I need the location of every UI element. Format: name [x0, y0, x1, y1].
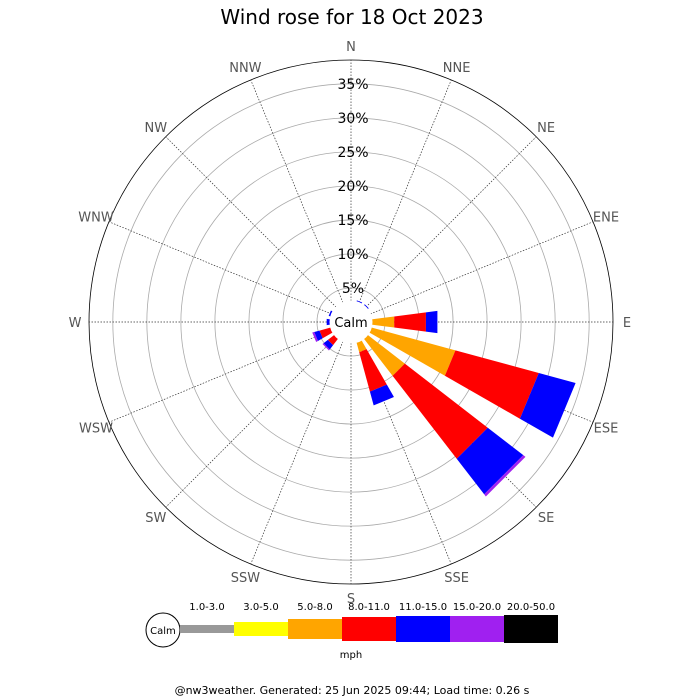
- petal-SW-15.0-20.0: [322, 343, 330, 351]
- petal-ESE-8.0-11.0: [444, 350, 539, 419]
- direction-label-S: S: [347, 592, 355, 607]
- petal-ESE-5.0-8.0: [363, 325, 456, 376]
- grid-spoke: [350, 221, 594, 323]
- legend-label-3.0-5.0: 3.0-5.0: [243, 602, 278, 613]
- ring-label: 30%: [337, 111, 368, 127]
- direction-label-NNW: NNW: [229, 61, 261, 76]
- petal-WSW-15.0-20.0: [312, 331, 318, 342]
- legend-swatch-8.0-11.0: [342, 617, 396, 641]
- direction-label-NNE: NNE: [443, 61, 471, 76]
- direction-label-SE: SE: [538, 511, 554, 526]
- ring-label: 20%: [337, 179, 368, 195]
- legend-label-8.0-11.0: 8.0-11.0: [348, 602, 390, 613]
- petal-WSW-11.0-15.0: [314, 330, 323, 341]
- petal-E-5.0-8.0: [365, 316, 395, 328]
- direction-label-NW: NW: [145, 121, 168, 136]
- footer-text: @nw3weather. Generated: 25 Jun 2025 09:4…: [175, 684, 530, 697]
- petal-ESE-11.0-15.0: [519, 373, 576, 438]
- legend-swatch-3.0-5.0: [234, 622, 288, 636]
- chart-title: Wind rose for 18 Oct 2023: [220, 5, 483, 29]
- legend-label-20.0-50.0: 20.0-50.0: [507, 602, 555, 613]
- legend-swatch-1.0-3.0: [180, 625, 234, 633]
- grid-spoke: [250, 321, 352, 565]
- direction-label-WSW: WSW: [79, 422, 113, 437]
- petal-SSE-11.0-15.0: [369, 384, 394, 406]
- grid-layer: [88, 59, 614, 585]
- direction-label-E: E: [623, 316, 631, 331]
- direction-label-WNW: WNW: [78, 210, 114, 225]
- petal-SSE-8.0-11.0: [359, 349, 387, 392]
- direction-label-N: N: [346, 40, 356, 55]
- direction-label-SSW: SSW: [231, 571, 261, 586]
- legend-calm-label: Calm: [150, 626, 176, 637]
- calm-label: Calm: [334, 316, 367, 331]
- legend-label-1.0-3.0: 1.0-3.0: [189, 602, 224, 613]
- ring-label: 15%: [337, 213, 368, 229]
- grid-spoke: [165, 321, 352, 508]
- legend-swatch-11.0-15.0: [396, 616, 450, 642]
- legend-swatch-5.0-8.0: [288, 619, 342, 639]
- ring-label: 35%: [337, 77, 368, 93]
- direction-label-SW: SW: [145, 511, 166, 526]
- petal-E-8.0-11.0: [394, 312, 426, 332]
- grid-ring: [180, 151, 522, 493]
- direction-label-ENE: ENE: [593, 210, 619, 225]
- ring-label: 5%: [342, 281, 364, 297]
- petal-SE-8.0-11.0: [392, 363, 488, 459]
- petal-SE-11.0-15.0: [456, 427, 524, 495]
- legend: Calm 1.0-3.0 3.0-5.0 5.0-8.0 8.0-11.0 11.0-15…: [145, 602, 558, 661]
- ring-label: 25%: [337, 145, 368, 161]
- grid-spoke: [165, 136, 352, 323]
- legend-label-15.0-20.0: 15.0-20.0: [453, 602, 501, 613]
- calm-circle: Calm: [329, 300, 373, 344]
- petal-SE-5.0-8.0: [360, 331, 405, 376]
- direction-label-W: W: [69, 316, 82, 331]
- legend-unit-label: mph: [340, 650, 362, 661]
- direction-label-ESE: ESE: [594, 422, 619, 437]
- label-layer: N NNE NE ENE E ESE SE SSE S SSW SW WSW W WNW NW NNW 5% 10…: [69, 40, 632, 607]
- petal-SW-11.0-15.0: [323, 339, 334, 350]
- ring-label: 10%: [337, 247, 368, 263]
- grid-spoke: [250, 79, 352, 323]
- legend-swatch-15.0-20.0: [450, 616, 504, 642]
- grid-spoke: [108, 221, 352, 323]
- direction-label-SSE: SSE: [444, 571, 469, 586]
- legend-label-5.0-8.0: 5.0-8.0: [297, 602, 332, 613]
- petal-E-11.0-15.0: [425, 310, 438, 334]
- legend-label-11.0-15.0: 11.0-15.0: [399, 602, 447, 613]
- legend-swatch-20.0-50.0: [504, 615, 558, 643]
- direction-label-NE: NE: [537, 121, 555, 136]
- petal-layer: [312, 300, 576, 497]
- petal-SE-15.0-20.0: [484, 455, 526, 497]
- grid-spoke: [350, 136, 537, 323]
